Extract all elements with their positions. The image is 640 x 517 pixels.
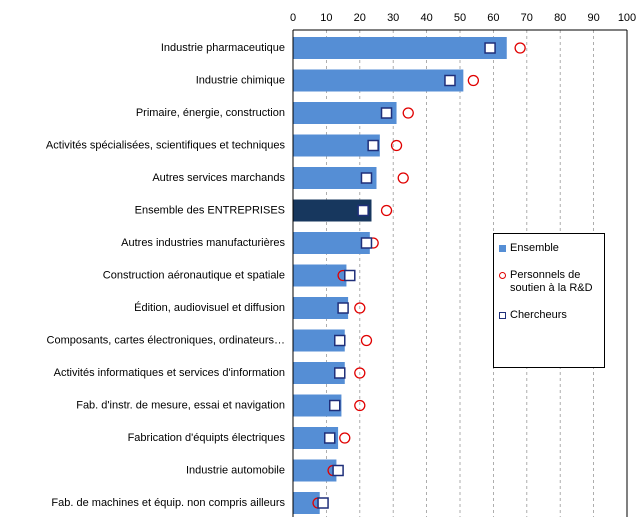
bar (293, 167, 377, 189)
x-tick-label: 80 (554, 12, 566, 24)
square-marker (367, 139, 379, 152)
x-tick-label: 50 (454, 12, 466, 24)
bar (293, 362, 345, 384)
y-tick-label: Composants, cartes électroniques, ordina… (47, 334, 285, 346)
y-tick-label: Fab. de machines et équip. non compris a… (51, 497, 285, 509)
x-tick-label: 20 (354, 12, 366, 24)
y-tick-label: Construction aéronautique et spatiale (103, 269, 285, 281)
y-tick-label: Ensemble des ENTREPRISES (135, 204, 285, 216)
x-tick-label: 0 (290, 12, 296, 24)
y-tick-label: Autres services marchands (152, 172, 285, 184)
bar (293, 297, 349, 319)
circle-marker (354, 302, 366, 314)
legend-label: Ensemble (510, 242, 559, 254)
circle-marker (467, 74, 480, 87)
legend-item: Chercheurs (498, 309, 600, 322)
square-marker (317, 497, 329, 509)
y-tick-label: Industrie automobile (186, 464, 285, 476)
bar (293, 232, 370, 254)
y-tick-label: Activités spécialisées, scientifiques et… (46, 139, 286, 151)
y-tick-label: Industrie pharmaceutique (161, 42, 285, 54)
legend-swatch (498, 309, 508, 322)
legend: Ensemble Personnels de soutien à la R&D Ch… (493, 233, 605, 368)
x-tick-label: 70 (521, 12, 533, 24)
bar (293, 329, 345, 352)
bar (293, 459, 337, 482)
y-tick-label: Édition, audiovisuel et diffusion (134, 301, 285, 314)
x-tick-label: 10 (320, 12, 332, 24)
y-tick-label: Autres industries manufacturières (121, 237, 285, 249)
square-marker (323, 432, 336, 444)
bar (293, 37, 507, 59)
circle-marker (354, 399, 366, 412)
circle-marker (390, 139, 403, 152)
square-marker (337, 302, 349, 314)
y-tick-label: Fabrication d'équipts électriques (128, 432, 286, 444)
bar (293, 134, 380, 157)
square-marker (334, 367, 346, 379)
square-marker (360, 237, 373, 249)
legend-swatch (498, 269, 508, 282)
square-marker (380, 107, 393, 119)
square-marker (484, 42, 496, 54)
square-marker (334, 334, 346, 347)
y-tick-label: Industrie chimique (196, 74, 285, 86)
bar (293, 102, 397, 124)
circle-marker (380, 204, 393, 217)
x-tick-label: 60 (487, 12, 499, 24)
circle-marker (514, 42, 526, 54)
legend-item: Ensemble (498, 242, 600, 255)
y-tick-label: Primaire, énergie, construction (136, 107, 285, 119)
legend-swatch (498, 242, 508, 255)
circle-marker (354, 367, 366, 379)
legend-label: Chercheurs (510, 309, 567, 321)
square-marker (360, 172, 373, 184)
x-tick-label: 30 (387, 12, 399, 24)
x-tick-label: 90 (587, 12, 599, 24)
legend-label: Personnels de soutien à la R&D (510, 269, 593, 294)
square-marker (332, 464, 344, 477)
square-marker (329, 399, 341, 412)
circle-marker (402, 107, 414, 119)
square-marker (444, 74, 456, 87)
square-marker (357, 204, 369, 217)
square-marker (344, 269, 356, 282)
y-tick-label: Fab. d'instr. de mesure, essai et naviga… (76, 399, 285, 411)
bar (293, 69, 464, 92)
bar (293, 492, 320, 514)
y-tick-label: Activités informatiques et services d'in… (54, 367, 285, 379)
legend-item: Personnels de soutien à la R&D (498, 269, 600, 295)
circle-marker (360, 334, 373, 347)
circle-marker (397, 172, 409, 184)
x-tick-label: 40 (420, 12, 432, 24)
bar (293, 199, 372, 222)
bar (293, 264, 347, 287)
x-tick-label: 100 (618, 12, 636, 24)
circle-marker (339, 432, 351, 444)
